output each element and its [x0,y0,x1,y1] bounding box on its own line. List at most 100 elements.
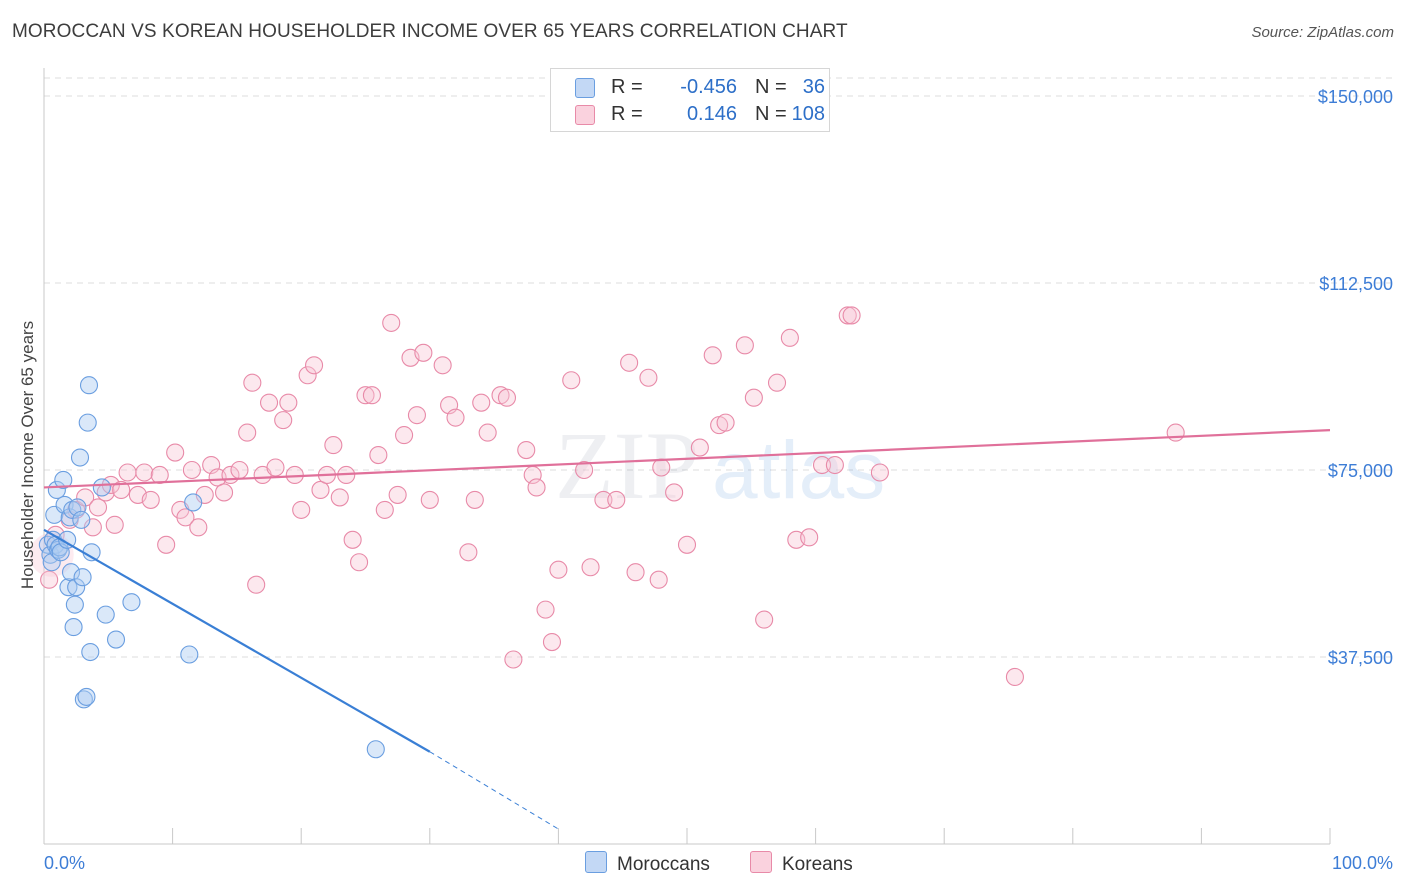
korean-point [497,388,517,407]
korean-point [112,480,131,499]
moroccan-point [81,642,100,662]
moroccan-point [77,687,96,706]
korean-point [1166,423,1185,442]
moroccan-point [67,578,86,597]
y-tick-label: $75,000 [1328,461,1393,481]
bottom-legend-label: Koreans [782,854,853,875]
legend-n-label: N = [755,76,787,98]
korean-trend-line [43,429,1331,489]
korean-point [536,600,555,619]
chart-title: MOROCCAN VS KOREAN HOUSEHOLDER INCOME OV… [12,21,848,42]
korean-point [247,575,266,594]
stats-legend: R = -0.456 N = 36 R = 0.146 N = 108 [550,68,830,132]
korean-point [703,346,722,365]
korean-point [298,366,317,385]
korean-point [649,570,668,589]
korean-point [279,393,298,412]
legend-r-label: R = [611,103,643,125]
korean-point [157,535,176,554]
korean-point [388,485,407,504]
korean-point [478,423,497,442]
moroccan-point [59,578,78,597]
korean-point [446,408,465,427]
korean-point [744,388,763,407]
korean-point [870,463,889,482]
korean-point [369,445,388,465]
korean-point [274,411,293,430]
korean-point [182,460,201,480]
moroccan-point [72,510,91,529]
korean-point [652,458,671,477]
trend-lines [43,429,1331,830]
moroccan-point [63,500,82,519]
watermark-atlas: atlas [712,425,885,516]
korean-point [166,443,185,462]
source-label: Source: ZipAtlas.com [1251,24,1394,41]
korean-point [626,563,645,582]
korean-point [838,306,857,325]
korean-point [767,373,787,392]
moroccan-point [122,593,141,612]
korean-point [755,610,774,629]
korean-point [780,328,799,347]
korean-point [607,490,626,509]
korean-point [800,528,819,547]
korean-point [735,336,754,355]
korean-point [527,478,546,497]
korean-point [639,368,658,387]
korean-point [407,406,426,425]
korean-point [549,560,568,579]
moroccan-trend-line [43,528,431,753]
moroccan-point [184,493,203,512]
legend-n-label: N = [755,103,787,125]
series-koreans [29,306,1185,686]
korean-point [504,650,523,669]
moroccan-point [79,376,99,395]
series-moroccans [38,376,385,759]
korean-point [716,413,735,432]
bottom-legend-swatch-blue [585,851,607,873]
bottom-legend-moroccans: Moroccans [585,851,710,876]
moroccan-point [73,568,92,587]
korean-point [465,490,484,509]
korean-point [141,490,160,509]
y-tick-label: $150,000 [1318,87,1393,107]
bottom-legend-swatch-pink [750,851,772,873]
korean-point [305,356,324,375]
moroccan-point [70,448,90,467]
korean-point [433,356,452,375]
bottom-legend-koreans: Koreans [750,851,853,876]
korean-point [581,558,600,577]
korean-point [842,306,861,325]
korean-point [40,570,59,589]
korean-point [189,518,208,537]
legend-swatch-pink [575,105,595,125]
legend-r-value: 0.146 [686,103,737,125]
korean-point [1005,667,1024,686]
korean-point [620,353,639,372]
axes [43,68,1331,845]
korean-point [665,483,684,502]
legend-n-value: 108 [791,103,825,125]
korean-point [311,480,330,499]
moroccan-point [366,740,385,759]
moroccan-point [78,413,97,432]
korean-point [677,535,697,554]
korean-point [812,455,832,475]
korean-point [230,460,249,480]
korean-point [472,393,491,412]
korean-point [825,455,844,475]
moroccan-point [60,508,79,527]
y-tick-labels: $37,500 $75,000 $112,500 $150,000 [1318,87,1393,668]
moroccan-point [65,595,84,614]
korean-point [350,553,369,572]
korean-point [517,441,536,460]
gridlines [44,77,1393,658]
korean-point [362,386,381,405]
moroccan-point [180,645,199,664]
moroccan-point [106,630,126,649]
korean-point [343,530,362,549]
korean-point [414,343,433,362]
y-tick-label: $37,500 [1328,648,1393,668]
